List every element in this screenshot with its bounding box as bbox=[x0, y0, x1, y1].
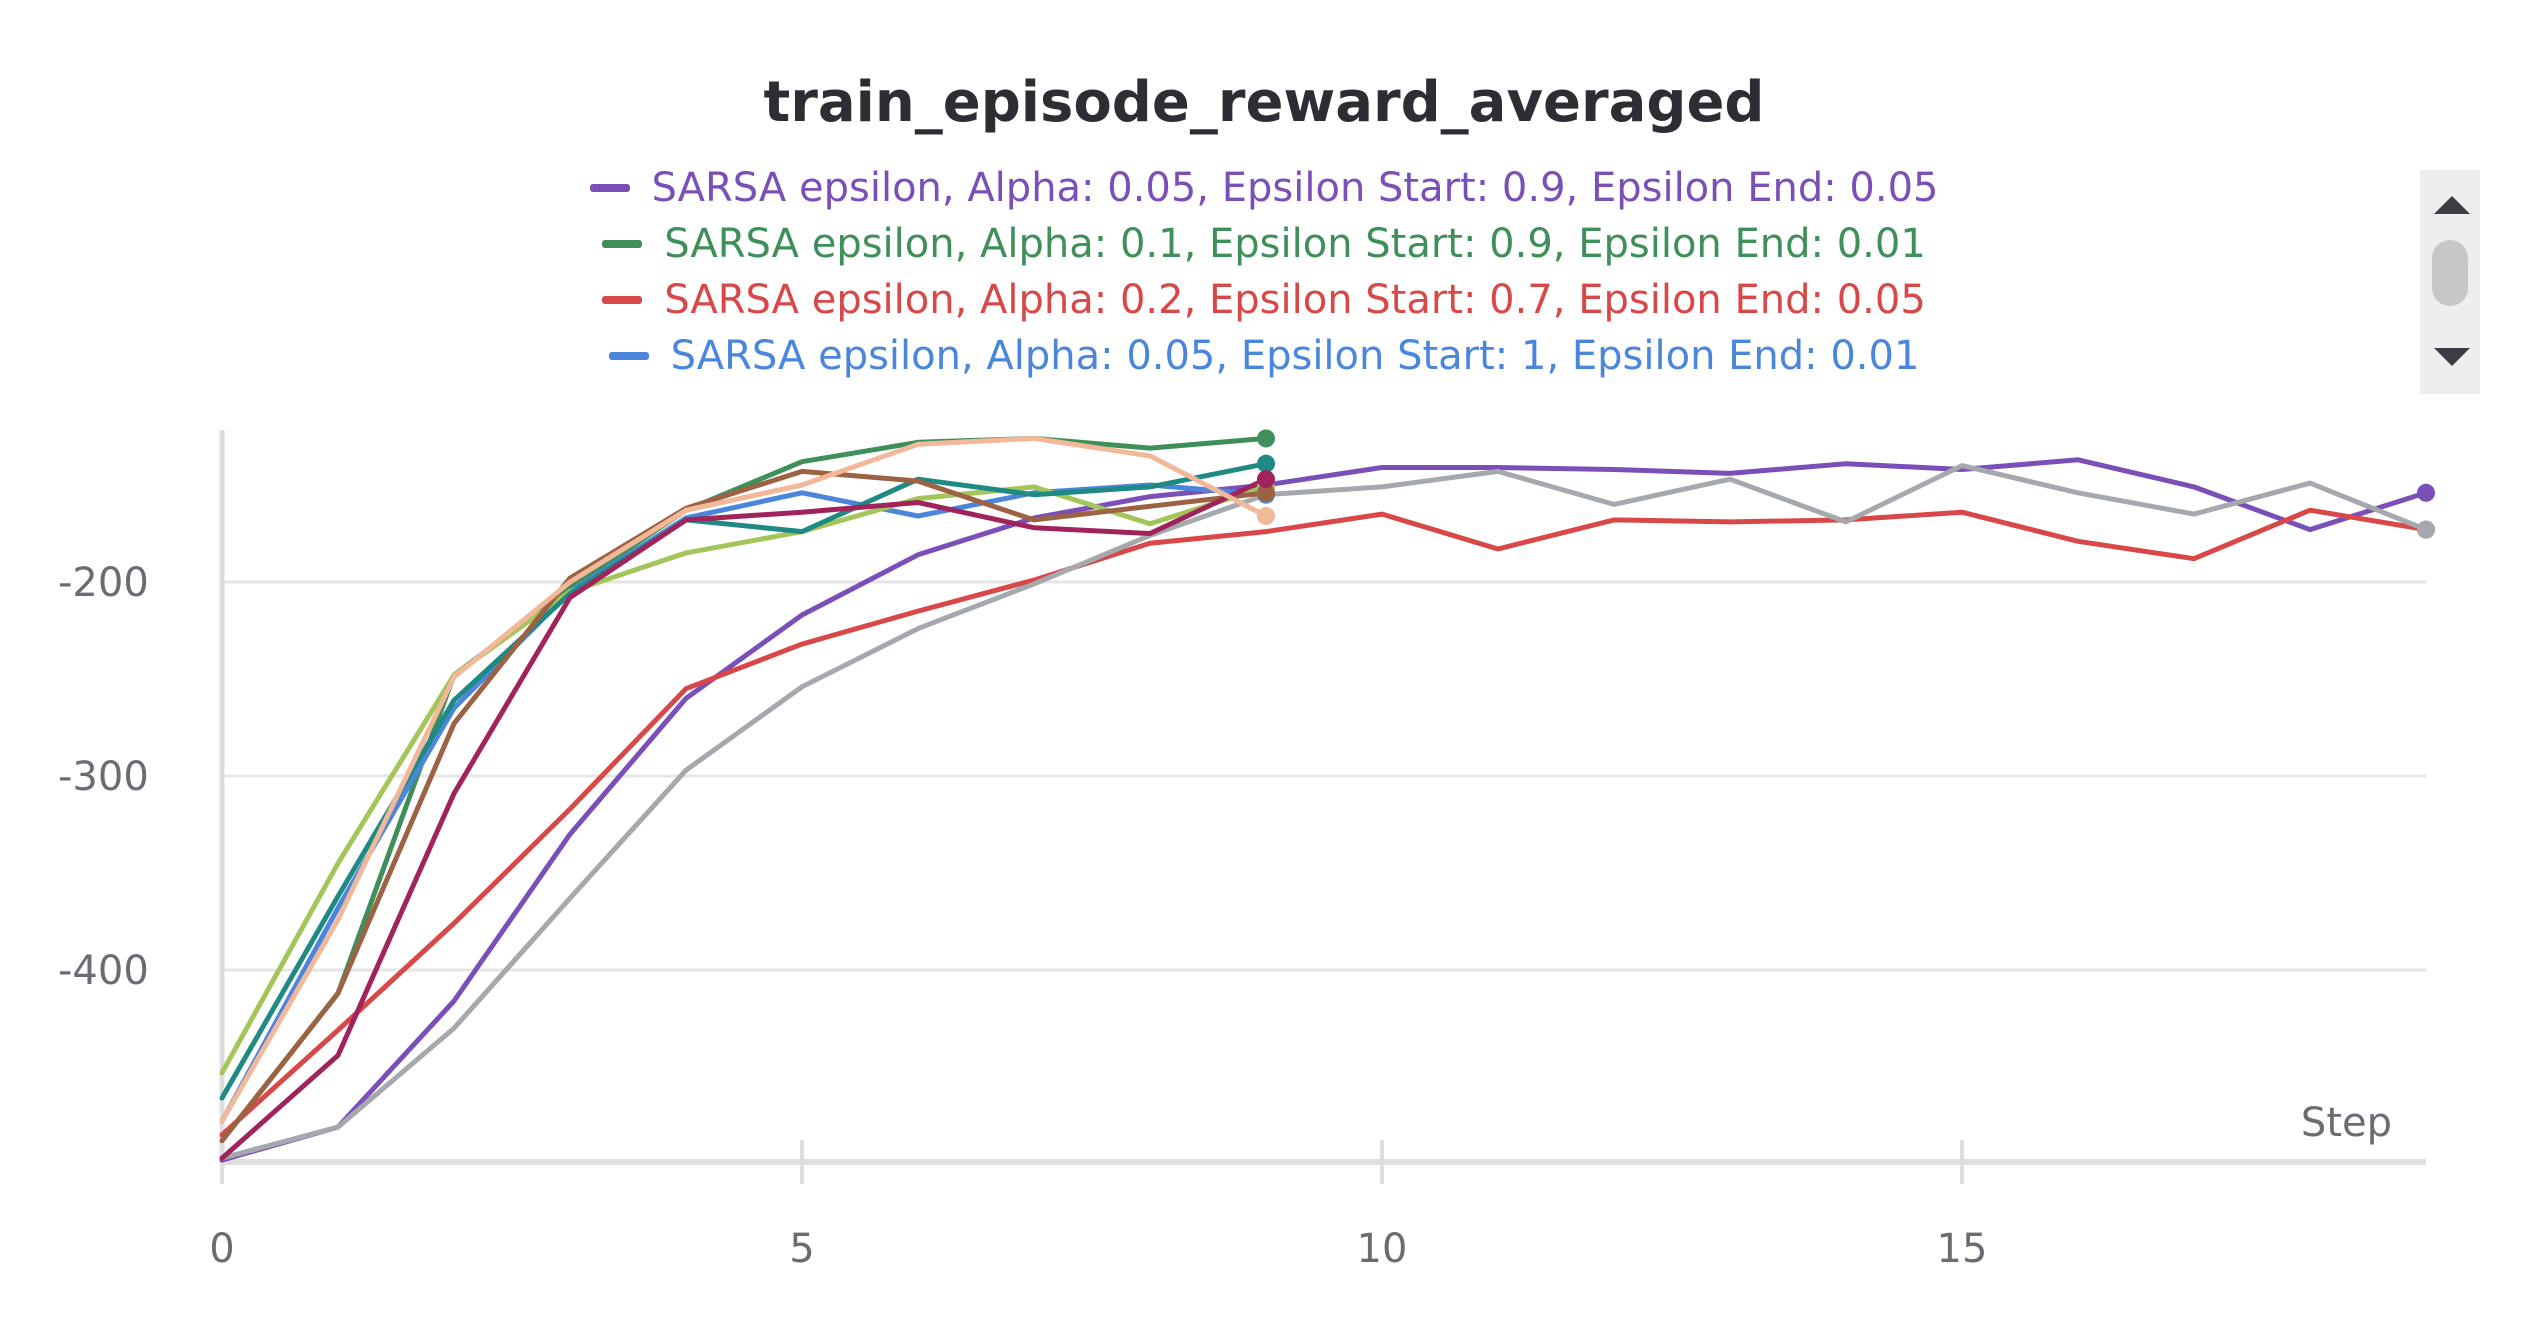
legend-item[interactable]: SARSA epsilon, Alpha: 0.2, Epsilon Start… bbox=[0, 272, 2528, 328]
axis-labels: Step -200 -300 -400 0 5 10 15 bbox=[58, 560, 2392, 1272]
x-tick-label: 15 bbox=[1937, 1226, 1988, 1272]
series-end-point[interactable] bbox=[2417, 520, 2435, 539]
legend-item[interactable]: SARSA epsilon, Alpha: 0.05, Epsilon Star… bbox=[0, 328, 2528, 384]
series-line[interactable] bbox=[219, 507, 2429, 1138]
series-lines bbox=[219, 429, 2435, 1163]
x-tick-label: 5 bbox=[789, 1226, 814, 1272]
y-tick-label: -200 bbox=[58, 560, 149, 606]
series-line[interactable] bbox=[219, 463, 2429, 1161]
x-tick-label: 10 bbox=[1357, 1226, 1408, 1272]
legend-label: SARSA epsilon, Alpha: 0.2, Epsilon Start… bbox=[664, 277, 1926, 323]
legend-swatch-2 bbox=[602, 296, 643, 304]
legend-item[interactable]: SARSA epsilon, Alpha: 0.05, Epsilon Star… bbox=[0, 160, 2528, 216]
series-line[interactable] bbox=[219, 482, 1269, 1124]
legend-swatch-0 bbox=[589, 184, 630, 192]
x-tick-label: 0 bbox=[209, 1226, 234, 1272]
y-tick-label: -400 bbox=[58, 948, 149, 994]
legend-label: SARSA epsilon, Alpha: 0.1, Epsilon Start… bbox=[664, 221, 1926, 267]
series-end-point[interactable] bbox=[1257, 483, 1275, 502]
legend-swatch-1 bbox=[602, 240, 643, 248]
series-end-point[interactable] bbox=[1257, 429, 1275, 448]
series-line[interactable] bbox=[219, 468, 1269, 1144]
scroll-up-icon[interactable] bbox=[2434, 196, 2470, 214]
series-line[interactable] bbox=[219, 461, 1269, 1101]
series-line[interactable] bbox=[219, 457, 2429, 1163]
axes bbox=[219, 430, 2426, 1184]
legend-scrollbar[interactable] bbox=[2420, 170, 2480, 394]
series-end-point[interactable] bbox=[2417, 483, 2435, 502]
series-line[interactable] bbox=[219, 435, 1269, 1124]
series-line[interactable] bbox=[219, 435, 1269, 1144]
legend-swatch-3 bbox=[608, 352, 649, 360]
legend-label: SARSA epsilon, Alpha: 0.05, Epsilon Star… bbox=[651, 165, 1939, 211]
series-line[interactable] bbox=[219, 476, 1269, 1161]
legend-label: SARSA epsilon, Alpha: 0.05, Epsilon Star… bbox=[670, 333, 1920, 379]
scroll-down-icon[interactable] bbox=[2434, 348, 2470, 366]
legend-item[interactable]: SARSA epsilon, Alpha: 0.1, Epsilon Start… bbox=[0, 216, 2528, 272]
chart-title: train_episode_reward_averaged bbox=[763, 70, 1765, 135]
series-line[interactable] bbox=[219, 484, 1269, 1076]
grid bbox=[222, 580, 2426, 972]
scroll-thumb[interactable] bbox=[2432, 240, 2468, 306]
series-end-point[interactable] bbox=[1257, 507, 1275, 526]
x-axis-label: Step bbox=[2301, 1100, 2392, 1146]
y-tick-label: -300 bbox=[58, 754, 149, 800]
series-end-point[interactable] bbox=[1257, 470, 1275, 489]
series-end-point[interactable] bbox=[1257, 454, 1275, 473]
